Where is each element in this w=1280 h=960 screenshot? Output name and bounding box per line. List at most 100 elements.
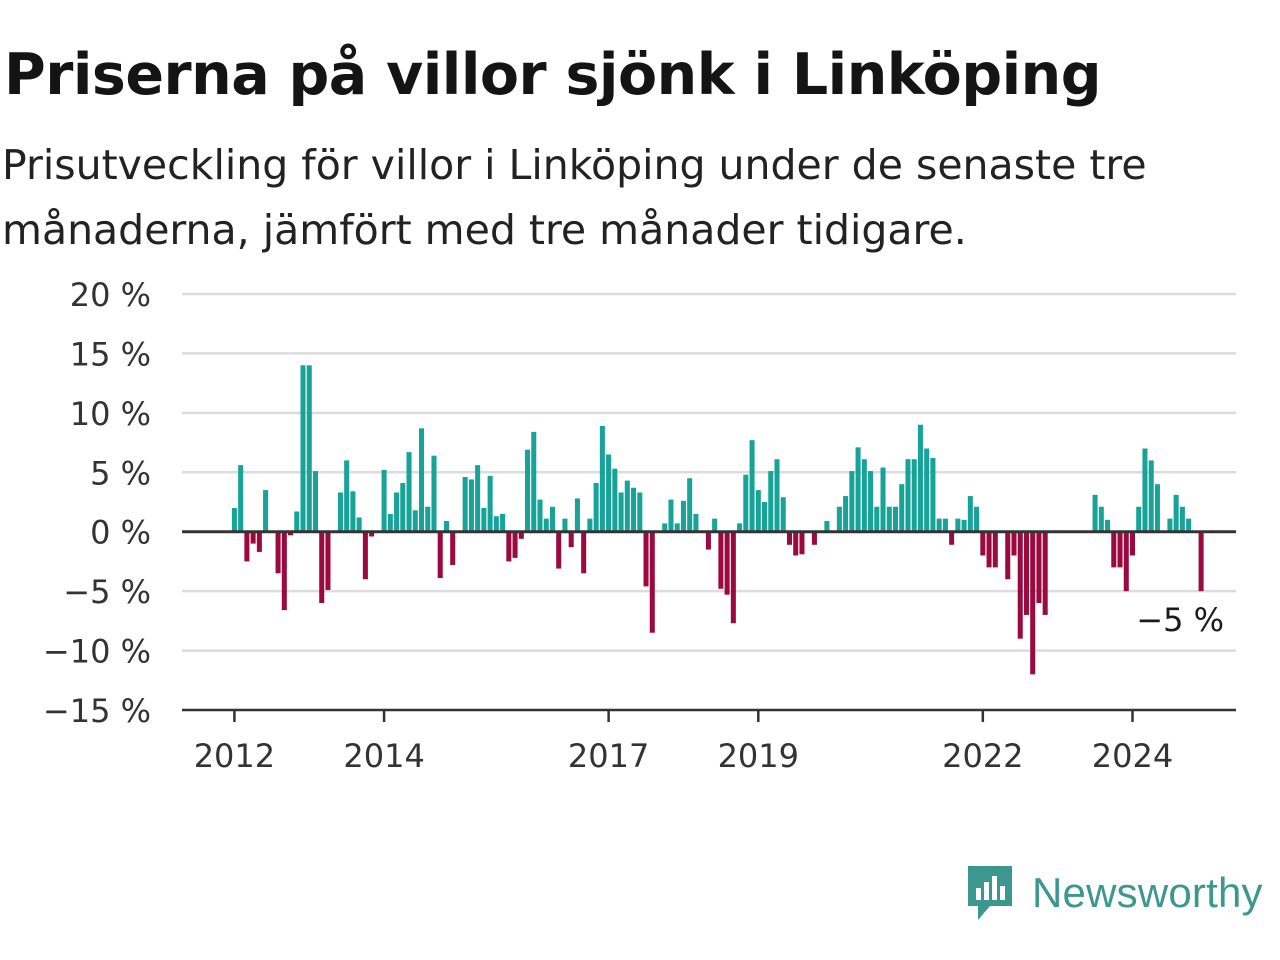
bar [892, 506, 899, 532]
bar [824, 521, 830, 532]
bar [886, 506, 892, 532]
bar [406, 452, 412, 532]
x-tick-label: 2014 [343, 737, 424, 775]
bar [275, 531, 281, 574]
bar [949, 531, 955, 545]
bar [487, 475, 493, 532]
bar [1117, 531, 1123, 568]
bar [643, 531, 649, 587]
bar [525, 449, 531, 532]
bar [1154, 484, 1160, 532]
bar [412, 510, 418, 532]
bar [705, 531, 711, 550]
bar [362, 531, 368, 580]
bar [718, 531, 724, 589]
bar [724, 531, 730, 595]
bar [712, 518, 718, 532]
bar [687, 478, 693, 532]
bar [337, 492, 343, 532]
bar [300, 365, 306, 532]
bar [1030, 531, 1036, 675]
bar [325, 531, 331, 590]
bar [930, 458, 936, 532]
bar [936, 518, 942, 532]
y-tick-label: 5 % [90, 454, 151, 492]
bar [836, 506, 842, 532]
bar [418, 428, 425, 532]
bar [924, 448, 930, 532]
bar [1111, 531, 1117, 568]
bar [1005, 531, 1011, 580]
bar [674, 523, 680, 532]
bar [768, 471, 774, 532]
bar [1042, 531, 1048, 615]
y-tick-label: −10 % [43, 633, 151, 671]
bar [649, 531, 655, 633]
bar [755, 490, 761, 532]
bar [618, 492, 624, 532]
bar [961, 519, 967, 532]
chart-title: Priserna på villor sjönk i Linköping [4, 42, 1102, 108]
bar [1198, 531, 1204, 592]
y-tick-label: 20 % [70, 276, 151, 314]
bar [917, 424, 923, 532]
bar [861, 459, 867, 532]
bar [730, 531, 736, 624]
bar [319, 531, 325, 604]
bar [743, 474, 749, 532]
bar [1136, 506, 1142, 532]
bar [306, 365, 312, 532]
bar [1092, 494, 1098, 532]
bar [980, 531, 986, 556]
bar [250, 531, 256, 544]
bar [531, 431, 537, 532]
bar [942, 518, 948, 532]
bar [1129, 531, 1136, 556]
bar [624, 480, 630, 532]
bar [737, 523, 743, 532]
bar [1011, 531, 1017, 556]
bar [1173, 494, 1179, 532]
x-tick-label: 2022 [942, 737, 1023, 775]
bar [612, 468, 618, 532]
bar [849, 471, 855, 532]
chart-subtitle: Prisutveckling för villor i Linköping un… [2, 141, 1147, 254]
newsworthy-logo-icon [968, 866, 1012, 920]
last-value-label: −5 % [1136, 601, 1224, 639]
axes [182, 530, 1236, 722]
bar [556, 531, 562, 569]
bar [468, 479, 474, 532]
bar [369, 531, 375, 537]
bar [350, 491, 356, 532]
bar [786, 531, 792, 545]
bar [581, 531, 587, 574]
bar [1179, 506, 1185, 532]
y-tick-label: 0 % [90, 514, 151, 552]
bar [443, 521, 449, 532]
bar [1123, 531, 1129, 592]
bar [693, 513, 699, 532]
bar [518, 531, 524, 539]
bar [549, 506, 555, 532]
bar [874, 506, 880, 532]
y-tick-label: −5 % [63, 573, 151, 611]
y-tick-labels: 20 % 15 % 10 % 5 % 0 % −5 % −10 % −15 % [43, 276, 151, 730]
bar [974, 506, 980, 532]
bar [799, 531, 805, 555]
bar [1017, 531, 1023, 639]
bar [462, 477, 468, 532]
bar [381, 469, 387, 532]
bar [662, 523, 668, 532]
bar [955, 518, 961, 532]
bar [238, 465, 244, 532]
bar [905, 459, 911, 532]
x-tick-label: 2017 [568, 737, 649, 775]
bar [899, 484, 905, 532]
bar [780, 497, 786, 532]
x-tick-label: 2024 [1092, 737, 1173, 775]
bar [762, 502, 768, 532]
bar [880, 467, 886, 532]
bar [811, 531, 817, 545]
bar [475, 465, 481, 532]
